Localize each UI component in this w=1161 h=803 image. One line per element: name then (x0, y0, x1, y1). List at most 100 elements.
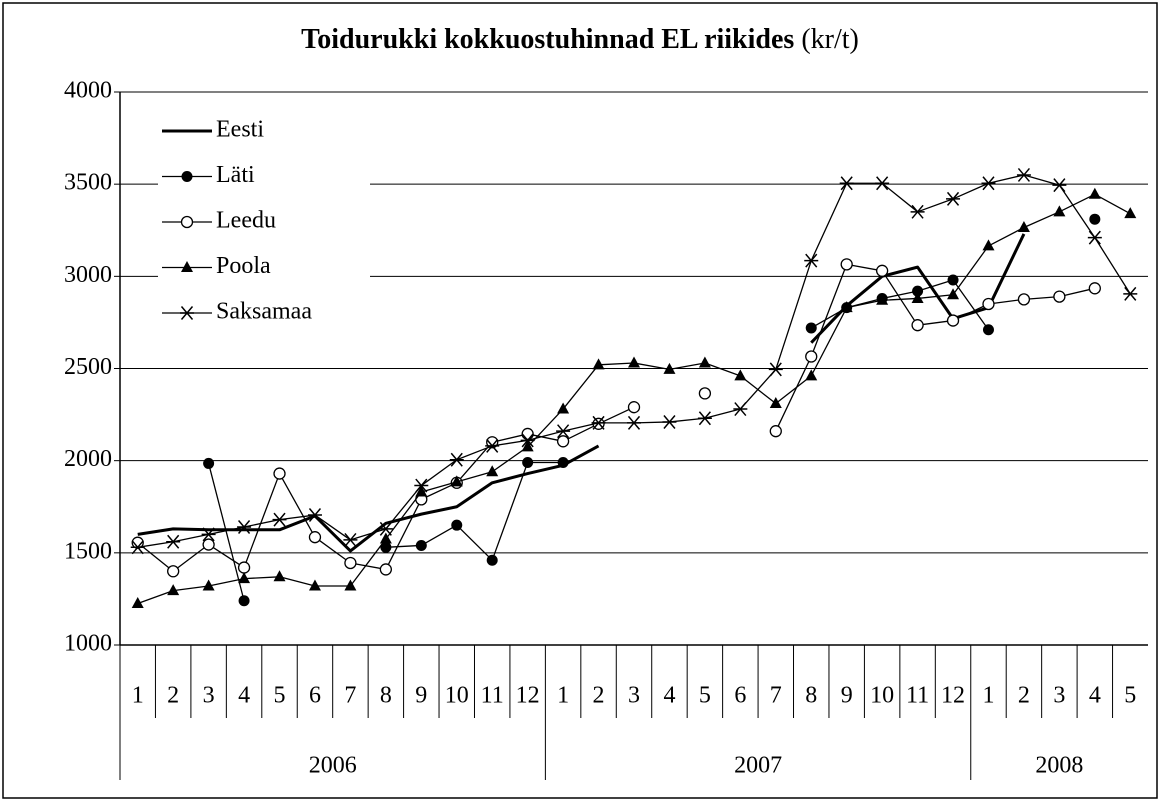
x-tick-label: 1 (982, 683, 994, 709)
point (415, 485, 428, 497)
point (201, 527, 216, 542)
point (840, 258, 853, 271)
point (628, 356, 640, 368)
point (982, 324, 994, 336)
point (697, 411, 712, 426)
point (627, 415, 641, 430)
point (947, 288, 960, 300)
y-tick-label: 1500 (64, 538, 112, 564)
point (486, 465, 499, 477)
point (627, 401, 641, 414)
point (805, 350, 818, 363)
point (1053, 205, 1066, 217)
x-tick-label: 9 (415, 683, 427, 709)
point (343, 532, 358, 547)
x-tick-label: 5 (1124, 683, 1136, 709)
point (876, 293, 889, 305)
x-tick-label: 6 (734, 683, 746, 709)
point (592, 358, 605, 370)
y-tick-label: 3000 (64, 262, 112, 288)
point (378, 521, 393, 536)
legend-marker (180, 215, 194, 229)
point (804, 253, 819, 268)
x-tick-label: 12 (516, 683, 540, 709)
point (485, 438, 500, 453)
x-tick-label: 2 (167, 683, 179, 709)
point (379, 532, 392, 544)
point (344, 556, 357, 570)
x-tick-label: 12 (941, 683, 965, 709)
chart-title: Toidurukki kokkuostuhinnad EL riikides (301, 24, 794, 55)
point (131, 597, 144, 609)
point (982, 239, 995, 251)
point (203, 457, 215, 469)
point (1088, 187, 1101, 199)
point (486, 554, 498, 566)
point (557, 457, 569, 469)
point (698, 387, 712, 400)
point (769, 397, 782, 409)
point (379, 563, 393, 576)
point (344, 579, 357, 591)
point (450, 475, 463, 487)
point (982, 297, 995, 311)
point (734, 369, 747, 381)
point (521, 440, 534, 452)
point (911, 291, 924, 303)
legend-label: Poola (216, 253, 271, 279)
y-tick-label: 3500 (64, 170, 112, 196)
legend-marker (180, 306, 194, 320)
point (415, 539, 427, 551)
point (1053, 290, 1066, 303)
point (591, 415, 606, 430)
point (520, 433, 535, 448)
point (1123, 286, 1138, 301)
legend-box (158, 106, 370, 332)
x-tick-label: 7 (344, 683, 356, 709)
point (1089, 213, 1101, 225)
point (167, 565, 180, 578)
x-tick-label: 10 (870, 683, 894, 709)
point (273, 570, 286, 582)
x-tick-label: 1 (557, 683, 569, 709)
point (307, 508, 322, 523)
point (237, 520, 252, 535)
point (238, 595, 250, 607)
x-group-label: 2006 (309, 753, 357, 779)
point (522, 457, 534, 469)
legend-label: Läti (216, 162, 255, 188)
point (1052, 178, 1067, 193)
point (1124, 207, 1137, 219)
y-tick-label: 2000 (64, 446, 112, 472)
point (1087, 230, 1102, 245)
point (805, 322, 817, 334)
point (557, 402, 570, 414)
legend-marker (181, 171, 193, 182)
x-tick-label: 3 (203, 683, 215, 709)
x-tick-label: 5 (274, 683, 286, 709)
point (273, 467, 286, 480)
point (556, 424, 571, 439)
x-tick-label: 7 (770, 683, 782, 709)
point (946, 314, 960, 327)
point (1016, 167, 1031, 182)
y-tick-label: 4000 (64, 78, 112, 104)
point (947, 274, 959, 286)
x-tick-label: 4 (1089, 683, 1101, 709)
y-tick-label: 2500 (64, 354, 112, 380)
point (380, 541, 392, 553)
point (769, 425, 782, 438)
legend: Eesti Läti Leedu Poola Saksamaa (158, 106, 370, 332)
x-tick-label: 2 (1018, 683, 1030, 709)
x-tick-label: 3 (628, 683, 640, 709)
point (733, 402, 748, 417)
x-tick-label: 5 (699, 683, 711, 709)
point (1017, 293, 1031, 306)
point (1088, 282, 1101, 295)
x-tick-label: 8 (805, 683, 817, 709)
x-tick-label: 11 (481, 683, 504, 709)
point (1017, 220, 1030, 232)
x-tick-label: 4 (663, 683, 675, 709)
point (805, 369, 818, 381)
